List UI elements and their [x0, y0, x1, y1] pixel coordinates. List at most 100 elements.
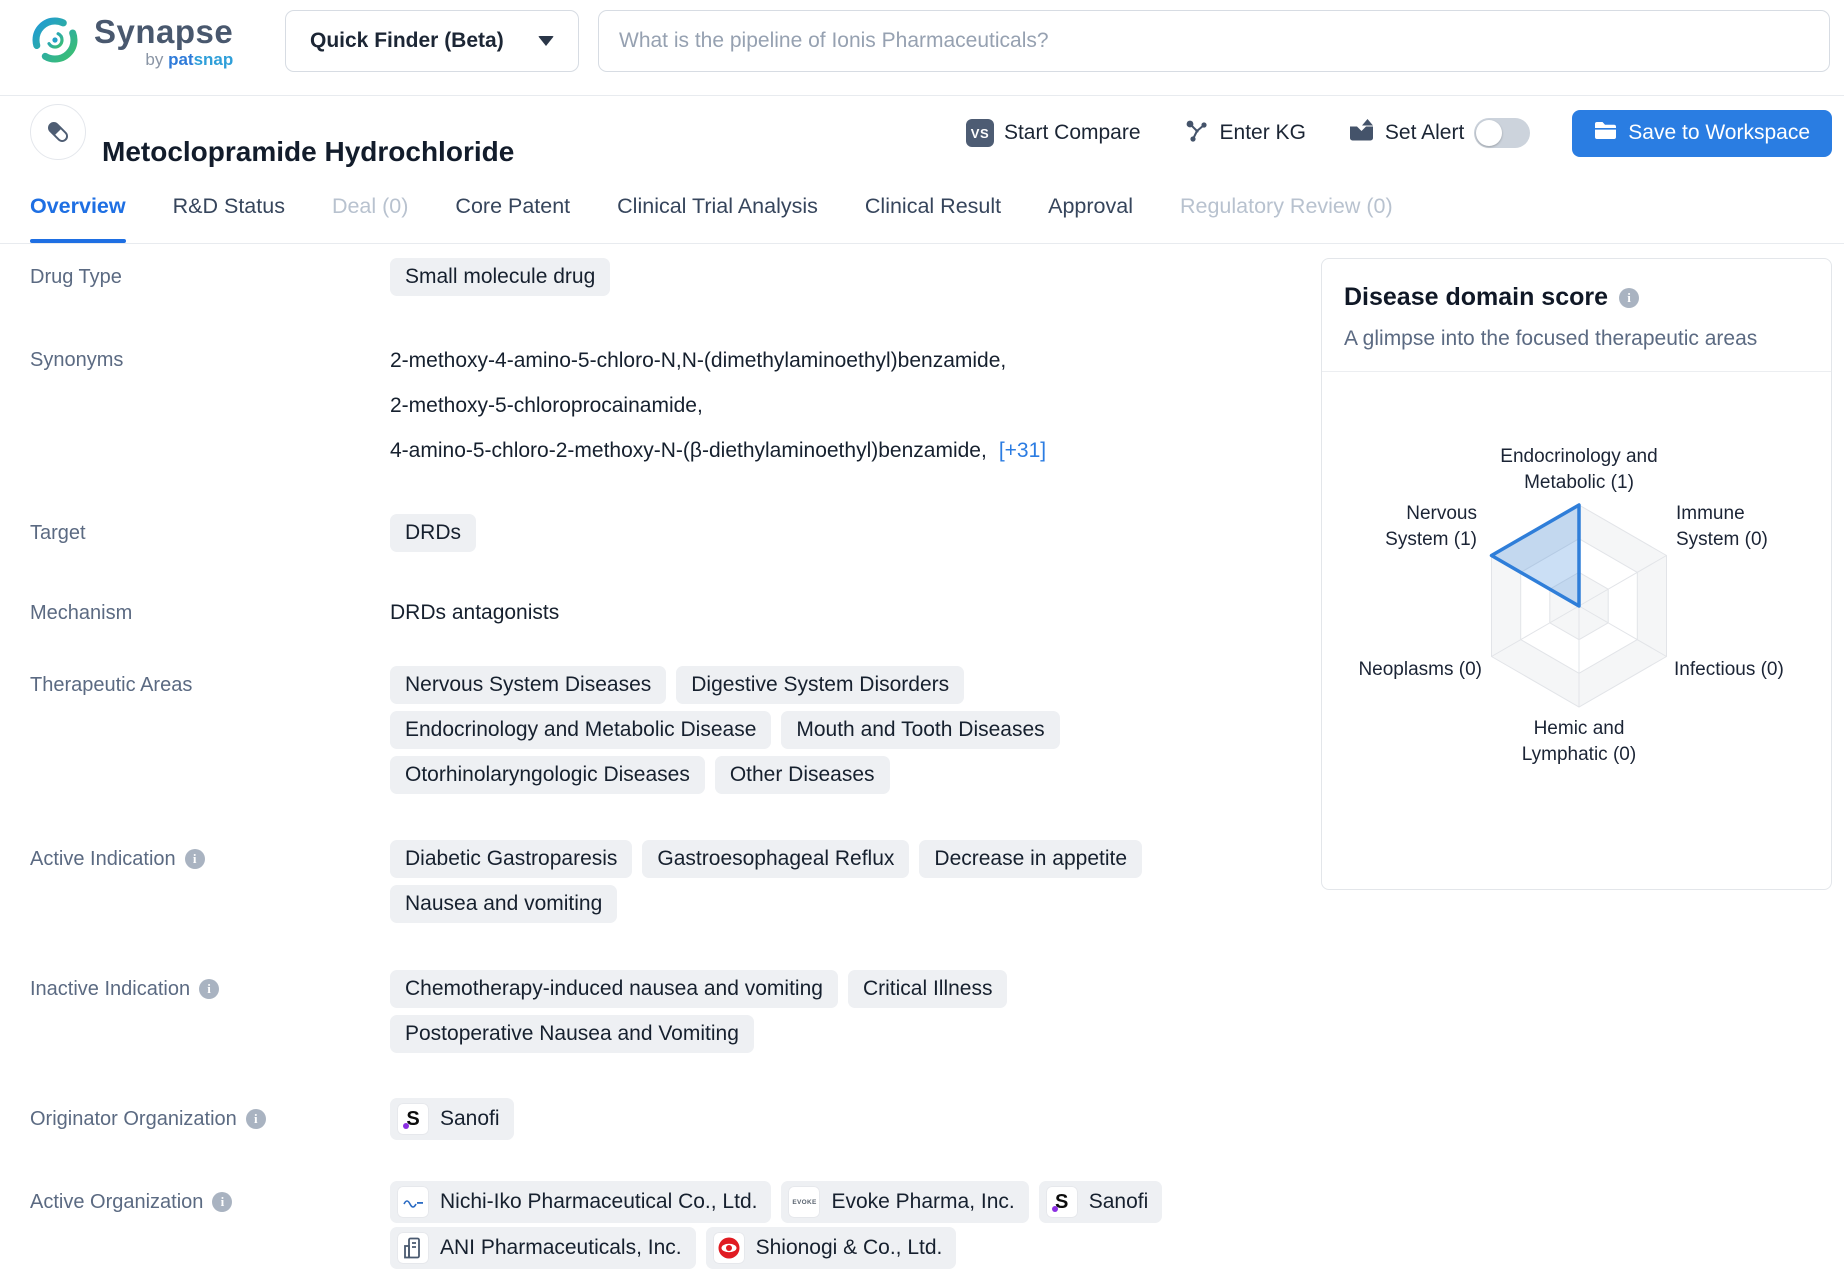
svg-text:System (1): System (1)	[1385, 529, 1477, 550]
active-indication-tag[interactable]: Gastroesophageal Reflux	[642, 840, 910, 878]
nichi-iko-logo-icon	[397, 1186, 429, 1218]
set-alert-toggle[interactable]	[1474, 118, 1531, 148]
start-compare-button[interactable]: VS Start Compare	[965, 119, 1141, 147]
brand-name: Synapse	[94, 13, 234, 50]
top-bar: Synapse by patsnap Quick Finder (Beta)	[0, 0, 1844, 96]
inactive-indication-tag[interactable]: Critical Illness	[847, 970, 1008, 1008]
svg-text:Lymphatic (0): Lymphatic (0)	[1522, 744, 1636, 765]
organization-name: Nichi-Iko Pharmaceutical Co., Ltd.	[440, 1190, 758, 1213]
field-label: Active Organization i	[30, 1181, 233, 1223]
info-icon[interactable]: i	[1619, 287, 1640, 308]
organization-tag[interactable]: S Sanofi	[1038, 1181, 1163, 1223]
drug-type-tag: Small molecule drug	[390, 258, 611, 296]
organization-name: Sanofi	[1088, 1190, 1149, 1213]
field-label: Synonyms	[30, 349, 124, 371]
enter-kg-label: Enter KG	[1219, 121, 1306, 144]
field-label: Mechanism	[30, 601, 133, 624]
set-alert-label: Set Alert	[1384, 121, 1465, 144]
therapeutic-area-tag[interactable]: Other Diseases	[714, 756, 890, 794]
svg-text:Metabolic (1): Metabolic (1)	[1524, 472, 1634, 493]
field-label: Inactive Indication i	[30, 970, 220, 1008]
therapeutic-area-tag[interactable]: Mouth and Tooth Diseases	[781, 711, 1060, 749]
start-compare-label: Start Compare	[1003, 121, 1141, 144]
drug-pill-icon	[30, 104, 86, 160]
card-header: Disease domain score i A glimpse into th…	[1322, 259, 1831, 372]
svg-text:System (0): System (0)	[1676, 529, 1768, 550]
tab-bar: Overview R&D Status Deal (0) Core Patent…	[0, 170, 1844, 244]
show-more-synonyms-link[interactable]: [+31]	[998, 439, 1047, 462]
radar-grid	[1491, 504, 1667, 708]
tab-deal[interactable]: Deal (0)	[331, 194, 409, 218]
active-indication-tag[interactable]: Decrease in appetite	[919, 840, 1143, 878]
field-label: Active Indication i	[30, 840, 205, 878]
therapeutic-area-tag[interactable]: Nervous System Diseases	[390, 666, 667, 704]
tab-overview[interactable]: Overview	[30, 170, 126, 243]
therapeutic-area-tag[interactable]: Otorhinolaryngologic Diseases	[390, 756, 705, 794]
info-icon[interactable]: i	[199, 979, 220, 999]
active-indication-tag[interactable]: Nausea and vomiting	[390, 885, 618, 923]
synonym-line: 2-methoxy-5-chloroprocainamide,	[390, 394, 703, 417]
tab-rd-status[interactable]: R&D Status	[172, 194, 285, 218]
search-input[interactable]	[598, 10, 1830, 72]
field-label: Drug Type	[30, 265, 122, 288]
save-to-workspace-label: Save to Workspace	[1628, 121, 1810, 144]
title-bar: Metoclopramide Hydrochloride VS Start Co…	[0, 96, 1844, 170]
card-title: Disease domain score i	[1344, 283, 1809, 312]
set-alert-control: Set Alert	[1348, 117, 1531, 150]
radar-series-polygon	[1489, 503, 1581, 608]
tab-approval[interactable]: Approval	[1048, 194, 1133, 218]
axis-label-endocrinology: Endocrinology and	[1500, 446, 1657, 467]
synonym-line: 4-amino-5-chloro-2-methoxy-N-(β-diethyla…	[390, 439, 1047, 462]
organization-tag[interactable]: S Sanofi	[390, 1098, 514, 1140]
organization-tag[interactable]: EVOKE Evoke Pharma, Inc.	[781, 1181, 1029, 1223]
page-title: Metoclopramide Hydrochloride	[102, 135, 515, 167]
synonym-line: 2-methoxy-4-amino-5-chloro-N,N-(dimethyl…	[390, 349, 1007, 372]
shionogi-logo-icon	[712, 1232, 745, 1264]
card-subtitle: A glimpse into the focused therapeutic a…	[1344, 327, 1758, 350]
organization-tag[interactable]: Shionogi & Co., Ltd.	[705, 1227, 957, 1269]
axis-label-neoplasms: Neoplasms (0)	[1358, 659, 1482, 680]
axis-label-immune: Immune	[1676, 503, 1745, 524]
info-icon[interactable]: i	[245, 1109, 266, 1129]
therapeutic-area-tag[interactable]: Endocrinology and Metabolic Disease	[390, 711, 772, 749]
inactive-indication-tag[interactable]: Postoperative Nausea and Vomiting	[390, 1015, 754, 1053]
tab-clinical-result[interactable]: Clinical Result	[864, 194, 1002, 218]
sanofi-logo-icon: S	[1045, 1186, 1078, 1218]
field-label: Therapeutic Areas	[30, 673, 193, 696]
tab-core-patent[interactable]: Core Patent	[455, 194, 571, 218]
disease-domain-score-card: Disease domain score i A glimpse into th…	[1321, 258, 1832, 890]
synapse-logo-icon	[30, 14, 80, 71]
toggle-knob	[1476, 120, 1503, 146]
organization-tag[interactable]: Nichi-Iko Pharmaceutical Co., Ltd.	[390, 1181, 772, 1223]
tab-clinical-trial-analysis[interactable]: Clinical Trial Analysis	[617, 194, 818, 218]
axis-label-hemic: Hemic and	[1534, 718, 1625, 739]
compare-vs-icon: VS	[965, 119, 994, 147]
synapse-logo[interactable]: Synapse by patsnap	[30, 14, 233, 71]
enter-kg-button[interactable]: Enter KG	[1183, 117, 1306, 150]
info-icon[interactable]: i	[184, 849, 205, 869]
inactive-indication-tag[interactable]: Chemotherapy-induced nausea and vomiting	[390, 970, 838, 1008]
folder-icon	[1594, 121, 1617, 146]
field-label: Originator Organization i	[30, 1098, 266, 1140]
therapeutic-area-tag[interactable]: Digestive System Disorders	[676, 666, 965, 704]
quick-finder-label: Quick Finder (Beta)	[310, 29, 504, 52]
info-icon[interactable]: i	[212, 1192, 233, 1212]
evoke-pharma-logo-icon: EVOKE	[788, 1186, 821, 1218]
sanofi-logo-icon: S	[397, 1103, 429, 1135]
organization-name: Shionogi & Co., Ltd.	[755, 1236, 943, 1259]
mechanism-value: DRDs antagonists	[390, 601, 560, 624]
title-actions: VS Start Compare	[965, 96, 1832, 170]
organization-name: ANI Pharmaceuticals, Inc.	[440, 1236, 682, 1259]
tab-regulatory-review[interactable]: Regulatory Review (0)	[1179, 194, 1393, 218]
chevron-down-icon	[538, 36, 554, 46]
organization-name: Evoke Pharma, Inc.	[831, 1190, 1015, 1213]
save-to-workspace-button[interactable]: Save to Workspace	[1572, 109, 1832, 157]
active-indication-tag[interactable]: Diabetic Gastroparesis	[390, 840, 633, 878]
knowledge-graph-icon	[1183, 117, 1210, 150]
quick-finder-dropdown[interactable]: Quick Finder (Beta)	[285, 10, 579, 72]
organization-name: Sanofi	[440, 1107, 500, 1130]
organization-tag[interactable]: ANI Pharmaceuticals, Inc.	[390, 1227, 696, 1269]
radar-axis-labels: Endocrinology and Metabolic (1) Immune S…	[1358, 446, 1783, 765]
target-tag[interactable]: DRDs	[390, 514, 476, 552]
